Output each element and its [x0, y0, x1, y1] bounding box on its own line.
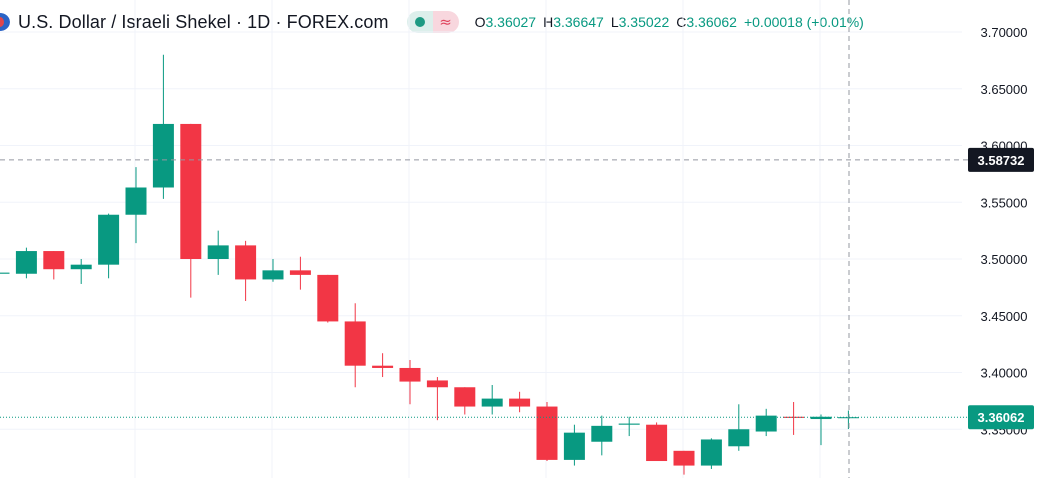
close-label: C — [676, 14, 687, 30]
candle-body — [372, 365, 394, 368]
candle-body — [673, 450, 695, 466]
price-axis[interactable]: 3.700003.650003.600003.550003.500003.450… — [968, 25, 1034, 437]
candle-body — [618, 423, 640, 425]
candle-body — [344, 321, 366, 366]
candle-body — [15, 251, 37, 274]
currency-flag-icon — [0, 13, 10, 31]
candle — [426, 377, 448, 421]
symbol-title[interactable]: U.S. Dollar / Israeli Shekel · 1D · FORE… — [18, 11, 389, 32]
candle — [399, 360, 421, 405]
candle-body — [536, 406, 558, 460]
y-tick-label: 3.55000 — [981, 195, 1028, 210]
candle — [563, 424, 585, 466]
candle-body — [700, 439, 722, 466]
high-value: 3.36647 — [553, 14, 604, 30]
candle-body — [646, 424, 668, 462]
candle — [481, 384, 503, 415]
candle — [262, 259, 284, 282]
candle-body — [289, 270, 311, 275]
candle — [700, 438, 722, 469]
candle-body — [0, 272, 10, 274]
candle — [317, 274, 339, 323]
candle — [755, 408, 777, 437]
candle-body — [125, 187, 147, 215]
y-tick-label: 3.70000 — [981, 25, 1028, 40]
candle-body — [262, 270, 284, 280]
market-open-dot-icon[interactable] — [406, 11, 433, 33]
candle — [673, 450, 695, 475]
y-tick-label: 3.65000 — [981, 82, 1028, 97]
candle — [152, 54, 174, 199]
candle-body — [755, 415, 777, 432]
candle — [344, 303, 366, 388]
candle — [207, 230, 229, 275]
candle — [454, 387, 476, 415]
market-status-pill[interactable]: ≈ — [406, 11, 459, 33]
candle-body — [454, 387, 476, 407]
candle — [646, 422, 668, 462]
candle — [837, 410, 859, 430]
approx-icon[interactable]: ≈ — [432, 11, 459, 33]
candle — [43, 251, 65, 280]
candle — [235, 240, 257, 301]
overlay-layer — [0, 0, 968, 478]
candle-body — [152, 123, 174, 188]
candle-body — [317, 274, 339, 322]
candle — [810, 414, 832, 446]
candle-body — [235, 245, 257, 280]
open-label: O — [474, 14, 486, 30]
candle-body — [481, 398, 503, 407]
crosshair-price-label: 3.58732 — [978, 153, 1025, 168]
candle-body — [399, 367, 421, 382]
high-label: H — [543, 14, 554, 30]
candle-body — [207, 245, 229, 259]
candle — [509, 391, 531, 413]
y-tick-label: 3.40000 — [981, 366, 1028, 381]
candle — [0, 272, 10, 274]
open-value: 3.36027 — [485, 14, 537, 30]
candle-body — [70, 264, 92, 270]
candle-body — [180, 123, 202, 259]
grid-lines — [0, 0, 962, 478]
candle-body — [837, 417, 859, 419]
candle — [70, 259, 92, 284]
candle-body — [591, 425, 613, 442]
candle-body — [728, 429, 750, 447]
y-tick-label: 3.50000 — [981, 252, 1028, 267]
candle-body — [810, 416, 832, 420]
low-value: 3.35022 — [618, 14, 670, 30]
y-tick-label: 3.45000 — [981, 309, 1028, 324]
chart-header: U.S. Dollar / Israeli Shekel · 1D · FORE… — [0, 8, 864, 36]
candle — [728, 404, 750, 451]
candle-body — [563, 432, 585, 460]
candle — [372, 353, 394, 378]
low-label: L — [610, 14, 619, 30]
candle-body — [426, 380, 448, 388]
change-value: +0.00018 (+0.01%) — [743, 14, 864, 30]
candle-body — [43, 251, 65, 270]
last-price-label: 3.36062 — [978, 410, 1025, 425]
candles-layer — [0, 54, 859, 475]
candle — [180, 123, 202, 298]
ohlc-legend: O 3.36027 H 3.36647 L 3.35022 C 3.36062 +0.0… — [475, 14, 864, 30]
candle-body — [783, 416, 805, 418]
crosshair-price-label-bg — [968, 147, 1034, 172]
candle — [536, 402, 558, 462]
candle-body — [509, 398, 531, 407]
candle — [98, 213, 120, 279]
candle — [783, 402, 805, 435]
last-price-label-bg — [968, 405, 1034, 430]
candle-body — [98, 214, 120, 265]
candle — [591, 415, 613, 456]
candle — [15, 247, 37, 279]
candle — [289, 256, 311, 290]
close-value: 3.36062 — [686, 14, 737, 30]
candle — [125, 167, 147, 244]
candle — [618, 416, 640, 437]
